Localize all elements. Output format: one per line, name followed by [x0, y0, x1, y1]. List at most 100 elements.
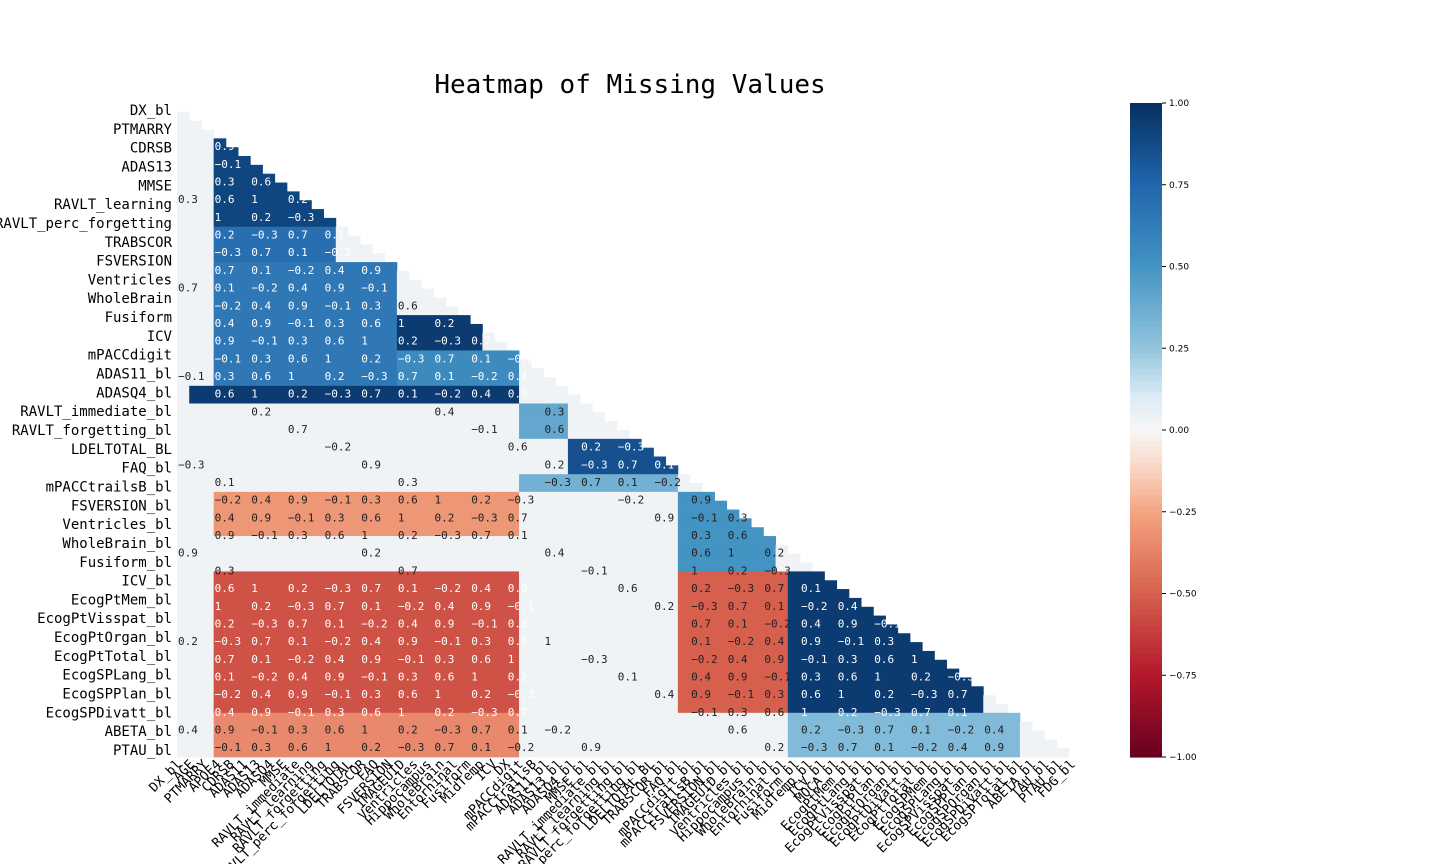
- cell-annotation: 0.7: [508, 706, 528, 719]
- cell-annotation: −0.3: [618, 441, 645, 454]
- cell-annotation: 0.6: [764, 706, 784, 719]
- colorbar-segment: [1130, 549, 1162, 556]
- heatmap-cell: [519, 368, 544, 378]
- cell-annotation: 0.2: [215, 617, 235, 630]
- cell-annotation: −0.3: [581, 653, 608, 666]
- heatmap-cell: [787, 633, 911, 643]
- cell-annotation: 0.9: [361, 458, 381, 471]
- cell-annotation: −0.3: [581, 458, 608, 471]
- colorbar-segment: [1130, 380, 1162, 387]
- cell-annotation: 0.4: [801, 617, 821, 630]
- cell-annotation: 0.7: [215, 264, 235, 277]
- heatmap-cell: [177, 624, 215, 634]
- y-tick-label: EcogSPDivatt_bl: [46, 705, 172, 721]
- cell-annotation: 0.9: [361, 653, 381, 666]
- heatmap-cell: [177, 226, 215, 236]
- heatmap-cell: [396, 368, 520, 378]
- heatmap-cell: [213, 624, 520, 634]
- colorbar-segment: [1130, 724, 1162, 731]
- colorbar-segment: [1130, 528, 1162, 535]
- colorbar-segment: [1130, 222, 1162, 229]
- cell-annotation: −0.1: [691, 706, 718, 719]
- colorbar-tick-label: 0.25: [1169, 344, 1189, 354]
- colorbar-segment: [1130, 190, 1162, 197]
- heatmap-cell: [677, 615, 789, 625]
- colorbar-tick-label: 0.00: [1169, 426, 1189, 436]
- colorbar-segment: [1130, 648, 1162, 655]
- cell-annotation: −0.3: [508, 494, 535, 507]
- heatmap-cell: [519, 580, 679, 590]
- colorbar-segment: [1130, 451, 1162, 458]
- cell-annotation: 0.1: [251, 264, 271, 277]
- colorbar-segment: [1130, 141, 1162, 148]
- cell-annotation: 0.7: [691, 617, 711, 630]
- cell-annotation: −0.1: [215, 158, 242, 171]
- cell-annotation: 0.4: [398, 617, 418, 630]
- cell-annotation: 0.1: [948, 706, 968, 719]
- heatmap-cell: [677, 553, 776, 563]
- heatmap-cell: [213, 589, 520, 599]
- heatmap-cell: [396, 270, 410, 281]
- heatmap-cell: [213, 739, 520, 749]
- cell-annotation: 0.1: [398, 582, 418, 595]
- cell-annotation: 1: [691, 564, 698, 577]
- colorbar-segment: [1130, 697, 1162, 704]
- cell-annotation: 0.2: [911, 671, 931, 684]
- colorbar-tick-label: 0.50: [1169, 263, 1189, 273]
- cell-annotation: 1: [398, 706, 405, 719]
- cell-annotation: 0.6: [435, 671, 455, 684]
- cell-annotation: 0.1: [508, 724, 528, 737]
- cell-annotation: 0.3: [361, 299, 381, 312]
- cell-annotation: 0.3: [251, 741, 271, 754]
- cell-annotation: −0.3: [508, 688, 535, 701]
- y-tick-label: WholeBrain: [88, 291, 172, 307]
- cell-annotation: 0.6: [398, 299, 418, 312]
- heatmap-cell: [213, 306, 398, 316]
- cell-annotation: −0.1: [215, 352, 242, 365]
- colorbar-segment: [1130, 152, 1162, 159]
- cell-annotation: −0.2: [435, 582, 462, 595]
- colorbar-segment: [1130, 119, 1162, 126]
- heatmap-cell: [677, 650, 789, 661]
- cell-annotation: 0.9: [801, 635, 821, 648]
- cell-annotation: −0.2: [545, 724, 572, 737]
- heatmap-cell: [177, 182, 215, 192]
- heatmap-cell: [177, 253, 215, 263]
- heatmap-cell: [787, 695, 984, 705]
- heatmap-cell: [519, 633, 679, 643]
- cell-annotation: 0.6: [215, 582, 235, 595]
- cell-annotation: 0.7: [838, 741, 858, 754]
- colorbar-segment: [1130, 353, 1162, 360]
- y-tick-label: RAVLT_perc_forgetting: [0, 216, 172, 232]
- heatmap-cell: [177, 474, 520, 484]
- y-tick-label: Ventricles_bl: [62, 517, 172, 533]
- heatmap-cell: [213, 500, 520, 510]
- heatmap-cell: [775, 562, 813, 572]
- heatmap-cell: [213, 748, 520, 758]
- y-tick-label: ABETA_bl: [105, 724, 172, 740]
- cell-annotation: 0.1: [435, 370, 455, 383]
- cell-annotation: −0.2: [728, 635, 755, 648]
- cell-annotation: 0.7: [508, 511, 528, 524]
- heatmap-cell: [177, 200, 215, 210]
- colorbar-segment: [1130, 691, 1162, 698]
- cell-annotation: 1: [398, 317, 405, 330]
- heatmap-cell: [177, 703, 215, 714]
- y-tick-label: TRABSCOR: [105, 235, 173, 251]
- cell-annotation: 0.1: [325, 617, 345, 630]
- colorbar-segment: [1130, 609, 1162, 616]
- heatmap-cell: [213, 633, 520, 643]
- colorbar-segment: [1130, 653, 1162, 660]
- heatmap-cell: [177, 394, 190, 404]
- cell-annotation: −0.1: [435, 635, 462, 648]
- colorbar-segment: [1130, 440, 1162, 447]
- heatmap-cell: [567, 421, 618, 431]
- colorbar-segment: [1130, 718, 1162, 725]
- cell-annotation: −0.3: [325, 582, 352, 595]
- y-tick-label: FSVERSION_bl: [71, 498, 172, 514]
- heatmap-cell: [519, 430, 569, 440]
- cell-annotation: 0.3: [288, 335, 308, 348]
- cell-annotation: 1: [251, 193, 258, 206]
